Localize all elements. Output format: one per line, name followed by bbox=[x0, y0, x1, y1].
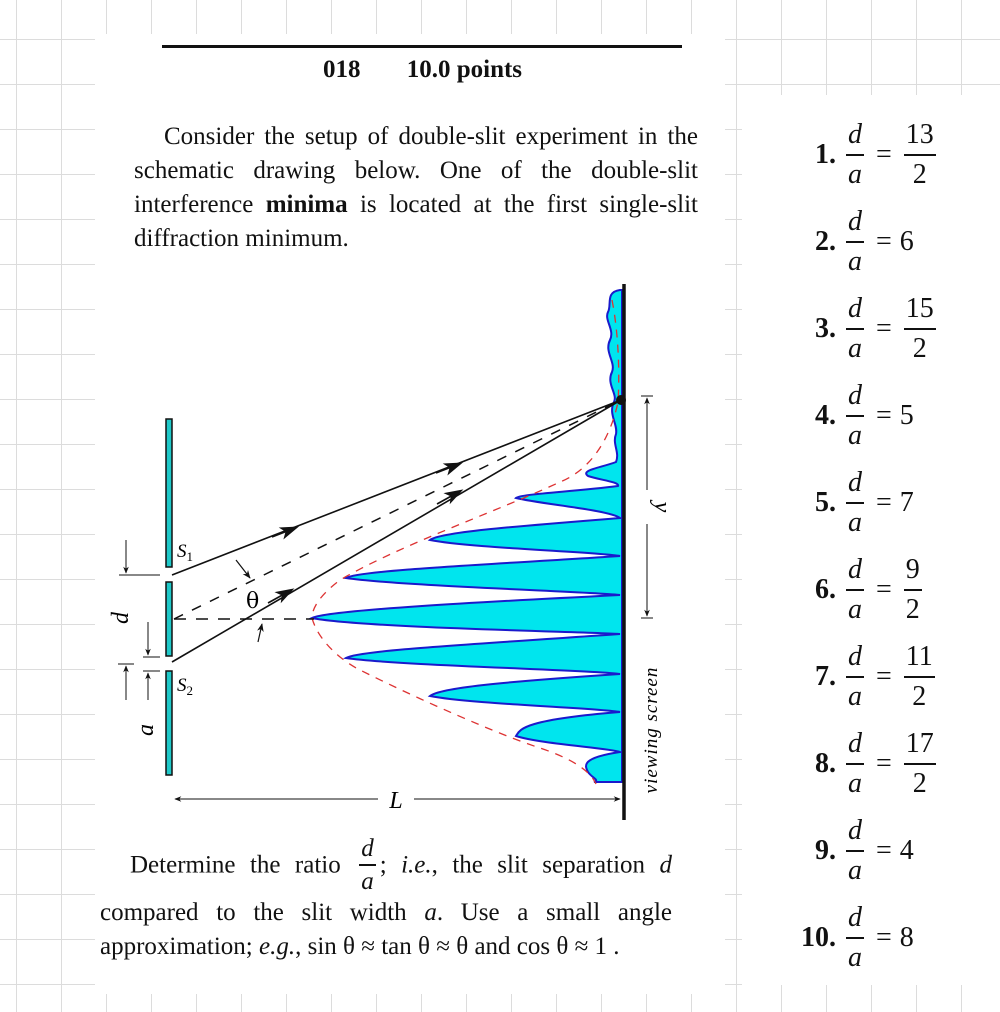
choices-paper bbox=[742, 95, 1000, 985]
theta-label: θ bbox=[246, 589, 259, 614]
slit-barrier bbox=[165, 418, 173, 776]
question-header: 018 10.0 points bbox=[0, 56, 845, 84]
d-label: d bbox=[108, 611, 134, 624]
viewing-screen-label: viewing screen bbox=[641, 667, 662, 794]
question-points: 10.0 points bbox=[406, 56, 523, 83]
svg-text:S1: S1 bbox=[177, 541, 193, 564]
diffraction-envelope bbox=[311, 299, 620, 785]
question-intro: Consider the setup of double-slit experi… bbox=[134, 123, 698, 252]
intensity-pattern bbox=[308, 289, 624, 783]
svg-text:S2: S2 bbox=[177, 675, 193, 698]
header-rule bbox=[162, 45, 682, 48]
s1-label: S bbox=[177, 541, 187, 562]
bold-minima: minima bbox=[265, 191, 348, 218]
s2-label: S bbox=[177, 675, 187, 696]
a-label: a bbox=[133, 724, 159, 736]
question-number: 018 bbox=[322, 56, 361, 83]
y-label: y bbox=[649, 500, 675, 513]
L-label: L bbox=[388, 788, 402, 814]
double-slit-diagram: θ S1 S2 d a L y viewing screen bbox=[108, 284, 675, 820]
question-prompt: Determine the ratio d a; i.e., the slit s… bbox=[100, 835, 672, 960]
